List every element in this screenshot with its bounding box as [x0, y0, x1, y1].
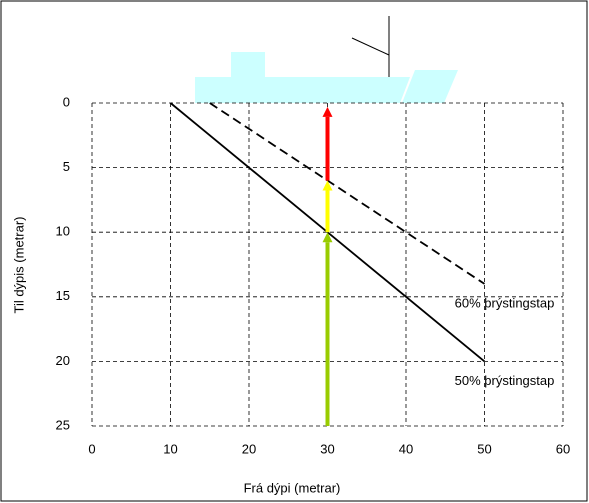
x-tick-label: 40	[399, 441, 413, 456]
y-tick-label: 0	[63, 94, 70, 109]
arrow-head	[322, 106, 333, 117]
x-axis-label: Frá dýpi (metrar)	[244, 480, 341, 495]
series-label: 60% þrýstingstap	[455, 295, 555, 310]
series-line	[209, 102, 485, 285]
x-tick-label: 50	[477, 441, 491, 456]
y-axis-label: Til dýpis (metrar)	[11, 216, 26, 313]
arrow-head	[322, 180, 333, 191]
y-tick-label: 10	[56, 224, 70, 239]
x-tick-label: 30	[320, 441, 334, 456]
arrow-head	[322, 232, 333, 243]
x-tick-label: 20	[242, 441, 256, 456]
y-tick-label: 25	[56, 417, 70, 432]
x-tick-label: 0	[88, 441, 95, 456]
x-tick-label: 10	[163, 441, 177, 456]
y-tick-label: 5	[63, 159, 70, 174]
x-tick-label: 60	[556, 441, 570, 456]
y-tick-label: 20	[56, 353, 70, 368]
ship	[195, 16, 458, 103]
series-label: 50% þrýstingstap	[455, 373, 555, 388]
y-tick-label: 15	[56, 288, 70, 303]
